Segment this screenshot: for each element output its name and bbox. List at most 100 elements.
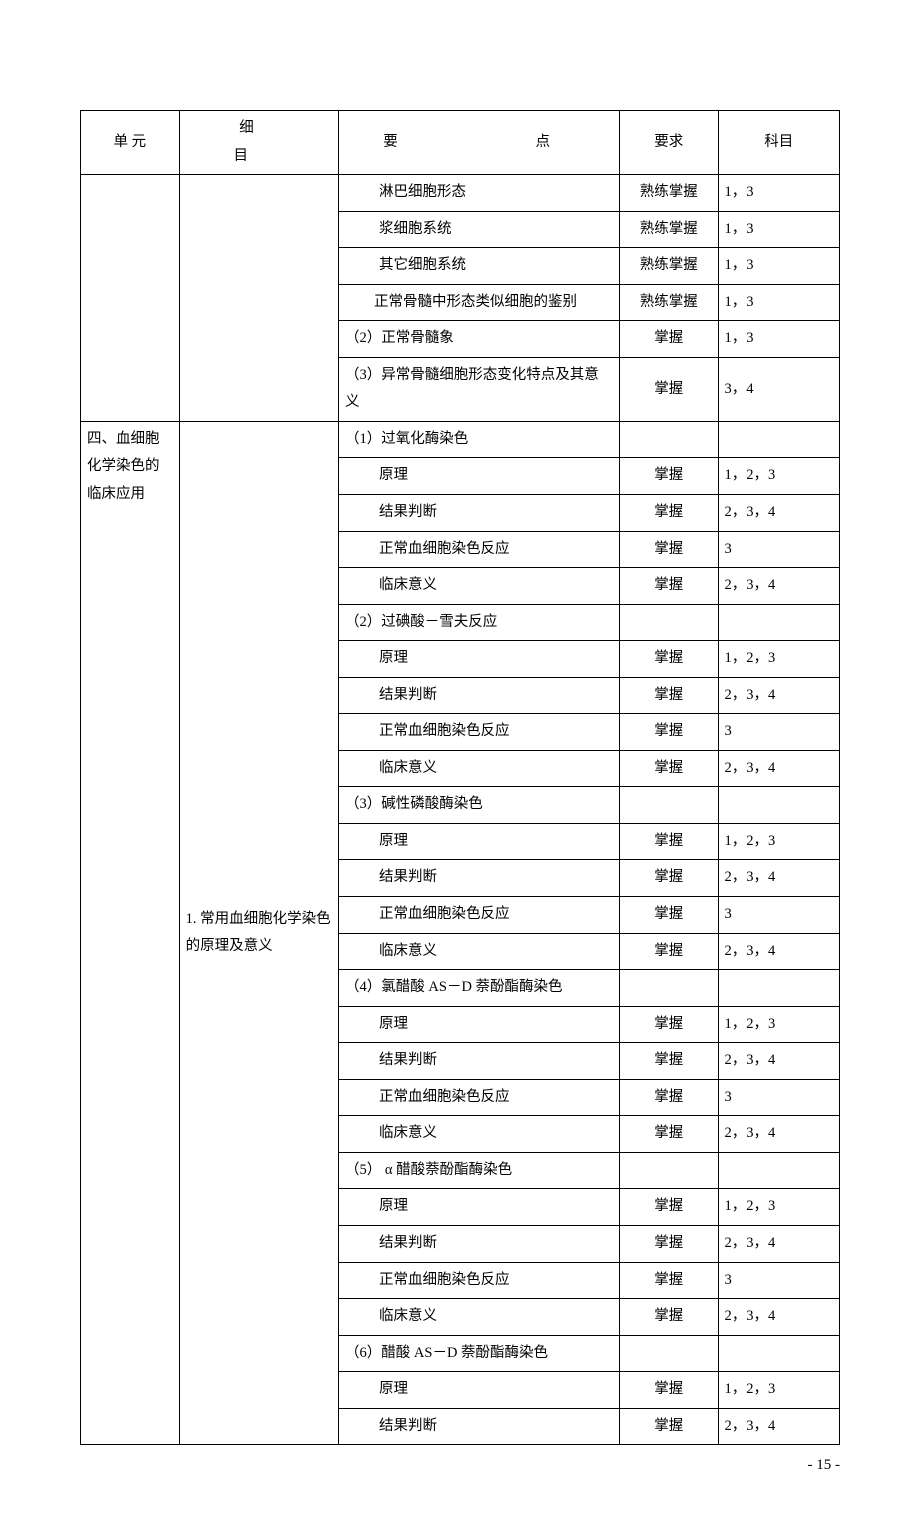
- subject-cell: 2，3，4: [718, 568, 839, 605]
- requirement-cell: 掌握: [619, 495, 718, 532]
- table-header-row: 单 元 细 目 要 点 要求 科目: [81, 111, 840, 175]
- unit-cell: 四、血细胞化学染色的临床应用: [81, 421, 180, 1444]
- requirement-cell: 掌握: [619, 933, 718, 970]
- point-cell: （4）氯醋酸 AS－D 萘酚酯酶染色: [339, 970, 620, 1007]
- point-cell: 其它细胞系统: [339, 248, 620, 285]
- point-cell: 结果判断: [339, 1225, 620, 1262]
- point-cell: 正常血细胞染色反应: [339, 714, 620, 751]
- point-cell: 淋巴细胞形态: [339, 175, 620, 212]
- subject-cell: 2，3，4: [718, 860, 839, 897]
- point-cell: （2）正常骨髓象: [339, 321, 620, 358]
- requirement-cell: 掌握: [619, 1262, 718, 1299]
- subject-cell: 3，4: [718, 357, 839, 421]
- point-cell: 正常血细胞染色反应: [339, 897, 620, 934]
- subject-cell: 1，3: [718, 248, 839, 285]
- point-cell: 原理: [339, 641, 620, 678]
- detail-cell: 1. 常用血细胞化学染色的原理及意义: [179, 421, 338, 1444]
- requirement-cell: [619, 421, 718, 458]
- header-req: 要求: [619, 111, 718, 175]
- point-cell: 原理: [339, 823, 620, 860]
- point-cell: 结果判断: [339, 1043, 620, 1080]
- subject-cell: 1，2，3: [718, 641, 839, 678]
- requirement-cell: 掌握: [619, 714, 718, 751]
- requirement-cell: 掌握: [619, 1408, 718, 1445]
- requirement-cell: 掌握: [619, 1189, 718, 1226]
- point-cell: 原理: [339, 458, 620, 495]
- point-cell: 原理: [339, 1189, 620, 1226]
- page-number: - 15 -: [80, 1457, 840, 1474]
- point-cell: 正常血细胞染色反应: [339, 1262, 620, 1299]
- point-cell: 临床意义: [339, 1299, 620, 1336]
- requirement-cell: 掌握: [619, 1372, 718, 1409]
- point-cell: 原理: [339, 1372, 620, 1409]
- point-cell: （2）过碘酸－雪夫反应: [339, 604, 620, 641]
- subject-cell: 2，3，4: [718, 750, 839, 787]
- requirement-cell: 掌握: [619, 357, 718, 421]
- point-cell: 正常血细胞染色反应: [339, 1079, 620, 1116]
- requirement-cell: 掌握: [619, 531, 718, 568]
- header-detail: 细 目: [179, 111, 338, 175]
- point-cell: （5） α 醋酸萘酚酯酶染色: [339, 1152, 620, 1189]
- requirement-cell: 掌握: [619, 897, 718, 934]
- requirement-cell: 掌握: [619, 1043, 718, 1080]
- requirement-cell: 掌握: [619, 641, 718, 678]
- unit-cell-empty: [81, 175, 180, 422]
- requirement-cell: [619, 1152, 718, 1189]
- point-cell: 临床意义: [339, 568, 620, 605]
- point-cell: 临床意义: [339, 750, 620, 787]
- subject-cell: 1，2，3: [718, 1372, 839, 1409]
- subject-cell: [718, 970, 839, 1007]
- subject-cell: 1，3: [718, 211, 839, 248]
- detail-cell-empty: [179, 175, 338, 422]
- point-cell: 正常骨髓中形态类似细胞的鉴别: [339, 284, 620, 321]
- requirement-cell: 掌握: [619, 1079, 718, 1116]
- requirement-cell: [619, 1335, 718, 1372]
- subject-cell: 2，3，4: [718, 1225, 839, 1262]
- point-cell: 临床意义: [339, 933, 620, 970]
- requirement-cell: 掌握: [619, 458, 718, 495]
- requirement-cell: 掌握: [619, 1225, 718, 1262]
- point-cell: 结果判断: [339, 677, 620, 714]
- requirement-cell: 熟练掌握: [619, 211, 718, 248]
- subject-cell: 1，2，3: [718, 823, 839, 860]
- subject-cell: [718, 787, 839, 824]
- subject-cell: 2，3，4: [718, 1299, 839, 1336]
- table-row: 四、血细胞化学染色的临床应用1. 常用血细胞化学染色的原理及意义（1）过氧化酶染…: [81, 421, 840, 458]
- point-cell: 浆细胞系统: [339, 211, 620, 248]
- point-cell: 正常血细胞染色反应: [339, 531, 620, 568]
- requirement-cell: 掌握: [619, 750, 718, 787]
- subject-cell: [718, 421, 839, 458]
- subject-cell: 1，2，3: [718, 458, 839, 495]
- requirement-cell: [619, 787, 718, 824]
- header-subj: 科目: [718, 111, 839, 175]
- subject-cell: 3: [718, 714, 839, 751]
- requirement-cell: 熟练掌握: [619, 175, 718, 212]
- subject-cell: 3: [718, 531, 839, 568]
- point-cell: （3）异常骨髓细胞形态变化特点及其意义: [339, 357, 620, 421]
- table-row: 淋巴细胞形态熟练掌握1，3: [81, 175, 840, 212]
- subject-cell: 1，2，3: [718, 1006, 839, 1043]
- subject-cell: [718, 1152, 839, 1189]
- subject-cell: 3: [718, 1262, 839, 1299]
- requirement-cell: 掌握: [619, 321, 718, 358]
- subject-cell: 2，3，4: [718, 677, 839, 714]
- subject-cell: 2，3，4: [718, 1043, 839, 1080]
- subject-cell: 3: [718, 897, 839, 934]
- requirement-cell: [619, 970, 718, 1007]
- requirement-cell: 熟练掌握: [619, 248, 718, 285]
- requirement-cell: 掌握: [619, 677, 718, 714]
- subject-cell: 1，3: [718, 321, 839, 358]
- requirement-cell: 掌握: [619, 568, 718, 605]
- point-cell: （3）碱性磷酸酶染色: [339, 787, 620, 824]
- point-cell: （6）醋酸 AS－D 萘酚酯酶染色: [339, 1335, 620, 1372]
- requirement-cell: 掌握: [619, 1116, 718, 1153]
- requirement-cell: 掌握: [619, 1299, 718, 1336]
- subject-cell: 3: [718, 1079, 839, 1116]
- requirement-cell: 掌握: [619, 823, 718, 860]
- subject-cell: 1，2，3: [718, 1189, 839, 1226]
- point-cell: 原理: [339, 1006, 620, 1043]
- point-cell: 结果判断: [339, 1408, 620, 1445]
- requirement-cell: 掌握: [619, 1006, 718, 1043]
- subject-cell: 1，3: [718, 175, 839, 212]
- requirement-cell: 熟练掌握: [619, 284, 718, 321]
